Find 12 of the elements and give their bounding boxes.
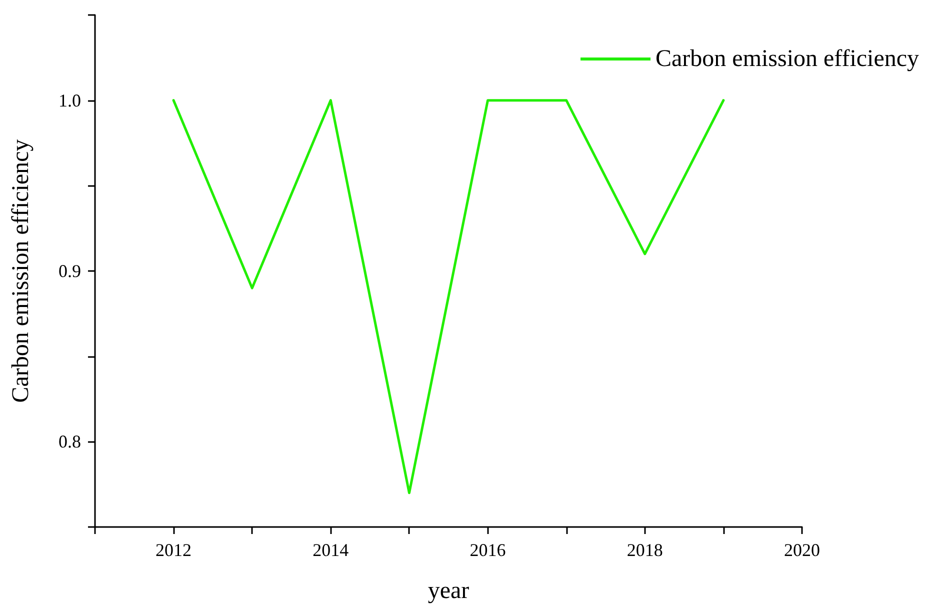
line-series (172, 99, 725, 494)
x-tick-label: 2012 (156, 540, 192, 560)
y-tick-label: 0.8 (58, 432, 81, 452)
x-tick-label: 2018 (626, 540, 663, 560)
y-axis-title: Carbon emission efficiency (8, 139, 34, 403)
legend-label: Carbon emission efficiency (656, 46, 919, 72)
x-tick-label: 2020 (784, 540, 820, 560)
x-tick-label: 2016 (470, 540, 506, 560)
y-tick-label: 0.9 (58, 261, 81, 281)
x-tick-label: 2014 (312, 540, 349, 560)
y-tick-label: 1.0 (58, 90, 81, 110)
x-axis-title: year (428, 578, 470, 604)
